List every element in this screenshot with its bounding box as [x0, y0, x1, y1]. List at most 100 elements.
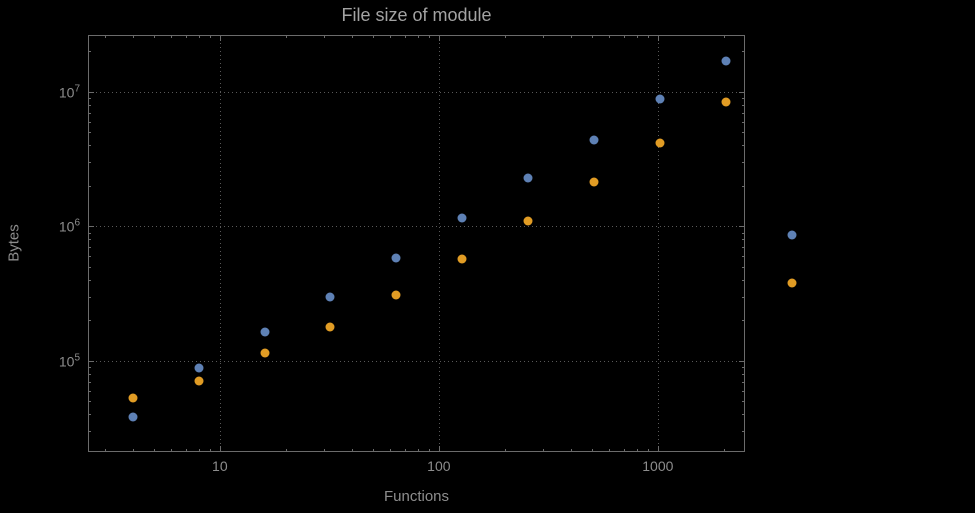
data-point — [391, 290, 401, 300]
y-tick-mark — [88, 91, 94, 93]
x-tick-mark — [105, 35, 107, 38]
x-tick-mark — [219, 35, 221, 41]
y-tick-mark — [742, 104, 745, 106]
x-tick-mark — [609, 449, 611, 452]
y-tick-mark — [742, 390, 745, 392]
x-tick-mark — [209, 35, 211, 38]
y-tick-mark — [88, 390, 91, 392]
x-tick-label: 100 — [427, 458, 451, 474]
y-tick-mark — [88, 266, 91, 268]
y-tick-mark — [88, 360, 94, 362]
x-tick-mark — [636, 35, 638, 38]
y-tick-mark — [742, 320, 745, 322]
y-tick-mark — [88, 104, 91, 106]
y-tick-mark — [742, 256, 745, 258]
x-tick-mark — [285, 35, 287, 38]
y-tick-label: 106 — [58, 218, 80, 235]
x-tick-mark — [591, 449, 593, 452]
y-tick-mark — [742, 185, 745, 187]
x-tick-mark — [504, 449, 506, 452]
data-point — [391, 253, 401, 263]
y-tick-mark — [88, 112, 91, 114]
data-point — [721, 56, 731, 66]
x-axis-label: Functions — [383, 488, 450, 505]
x-tick-mark — [351, 35, 353, 38]
x-tick-mark — [153, 35, 155, 38]
data-point — [457, 213, 467, 223]
y-tick-mark — [742, 367, 745, 368]
x-tick-mark — [438, 446, 440, 452]
y-tick-mark — [88, 145, 91, 147]
y-gridline — [88, 91, 745, 93]
y-gridline — [88, 360, 745, 362]
data-point — [128, 412, 138, 422]
y-tick-mark — [739, 91, 745, 93]
x-tick-mark — [324, 449, 326, 452]
y-tick-mark — [742, 247, 745, 249]
data-point — [260, 348, 270, 358]
data-point — [325, 292, 335, 302]
x-tick-mark — [657, 446, 659, 452]
y-tick-mark — [88, 373, 91, 375]
x-tick-mark — [428, 449, 430, 452]
y-tick-mark — [88, 279, 91, 281]
x-tick-mark — [428, 35, 430, 38]
data-point — [260, 327, 270, 337]
x-tick-mark — [404, 449, 406, 452]
y-tick-mark — [88, 121, 91, 123]
x-tick-mark — [153, 449, 155, 452]
data-point — [523, 173, 533, 183]
y-tick-mark — [742, 401, 745, 403]
y-tick-mark — [742, 51, 745, 53]
y-tick-mark — [742, 232, 745, 234]
y-axis-label: Bytes — [5, 224, 23, 262]
x-tick-mark — [404, 35, 406, 38]
data-point — [523, 216, 533, 226]
y-tick-mark — [88, 414, 91, 416]
y-tick-mark — [88, 401, 91, 403]
x-tick-mark — [185, 35, 187, 38]
plot-frame — [88, 35, 745, 452]
y-tick-mark — [742, 266, 745, 268]
y-tick-mark — [742, 239, 745, 241]
y-tick-mark — [88, 132, 91, 134]
data-point — [589, 177, 599, 187]
data-point — [325, 322, 335, 332]
x-gridline — [438, 35, 440, 452]
y-tick-mark — [88, 162, 91, 164]
y-tick-mark — [742, 296, 745, 298]
y-tick-mark — [742, 98, 745, 100]
y-tick-mark — [88, 232, 91, 234]
x-gridline — [657, 35, 659, 452]
y-tick-mark — [88, 256, 91, 258]
x-tick-mark — [351, 449, 353, 452]
y-tick-mark — [88, 296, 91, 298]
x-tick-mark — [171, 35, 173, 38]
data-point — [655, 138, 665, 148]
y-tick-mark — [88, 51, 91, 53]
x-tick-mark — [171, 449, 173, 452]
y-tick-mark — [88, 98, 91, 100]
x-tick-mark — [417, 35, 419, 38]
x-tick-mark — [623, 35, 625, 38]
y-tick-mark — [739, 360, 745, 362]
x-tick-mark — [185, 449, 187, 452]
x-tick-mark — [132, 35, 134, 38]
x-tick-label: 1000 — [642, 458, 674, 474]
y-tick-mark — [88, 320, 91, 322]
x-tick-mark — [543, 35, 545, 38]
y-tick-mark — [88, 226, 94, 228]
x-tick-mark — [438, 35, 440, 41]
data-point — [194, 363, 204, 373]
x-tick-mark — [623, 449, 625, 452]
x-tick-mark — [105, 449, 107, 452]
data-point — [787, 230, 797, 240]
x-tick-mark — [504, 35, 506, 38]
y-tick-mark — [88, 185, 91, 187]
y-tick-mark — [739, 226, 745, 228]
y-tick-mark — [742, 373, 745, 375]
y-tick-mark — [88, 431, 91, 433]
x-tick-mark — [723, 449, 725, 452]
x-tick-mark — [198, 449, 200, 452]
